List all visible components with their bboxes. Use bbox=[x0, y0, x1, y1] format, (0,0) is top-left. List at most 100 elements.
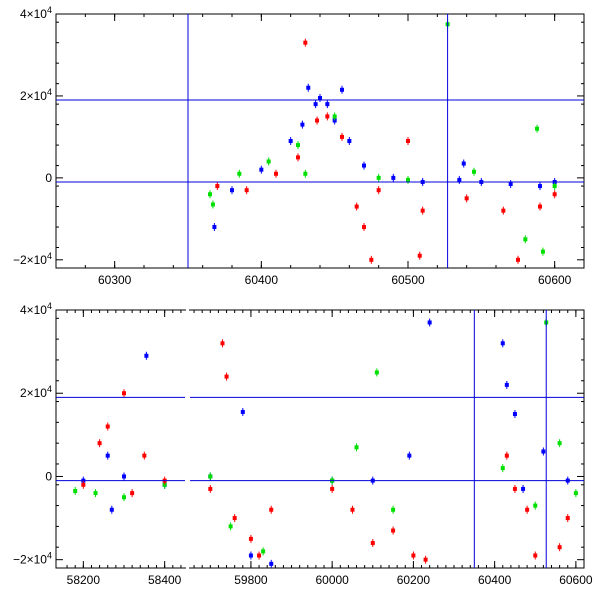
data-point bbox=[374, 370, 379, 375]
data-point bbox=[376, 188, 381, 193]
y-tick-label: −2×104 bbox=[13, 551, 52, 567]
data-point bbox=[248, 536, 253, 541]
data-point bbox=[296, 143, 300, 148]
x-tick-label: 60600 bbox=[538, 273, 572, 287]
data-point bbox=[122, 474, 126, 479]
data-point bbox=[362, 225, 366, 230]
data-point bbox=[464, 196, 469, 201]
x-tick-label: 60300 bbox=[98, 273, 132, 287]
data-point bbox=[73, 489, 78, 494]
data-point bbox=[232, 516, 237, 521]
data-point bbox=[210, 202, 215, 207]
data-point bbox=[406, 177, 410, 182]
data-point bbox=[240, 409, 245, 414]
x-tick-label: 60400 bbox=[245, 273, 279, 287]
data-point bbox=[248, 553, 253, 558]
data-point bbox=[552, 192, 557, 197]
bottom-scatter-panel: −2×104 0 2×104 4×104 58200 58400 59800 60000 602… bbox=[13, 301, 593, 587]
x-tick-label: 60200 bbox=[397, 573, 431, 587]
x-tick-label: 58200 bbox=[67, 573, 101, 587]
data-point bbox=[354, 445, 359, 450]
data-point bbox=[362, 163, 366, 168]
data-point bbox=[541, 449, 546, 454]
data-point bbox=[573, 491, 578, 496]
data-point bbox=[330, 486, 335, 491]
y-tick-label: 0 bbox=[45, 171, 52, 185]
data-point bbox=[391, 528, 396, 533]
data-point bbox=[228, 524, 233, 529]
data-point bbox=[261, 549, 266, 554]
data-point bbox=[318, 95, 322, 100]
data-point bbox=[332, 118, 337, 123]
y-tick-label: 4×104 bbox=[20, 301, 52, 317]
data-point bbox=[105, 453, 110, 458]
data-point bbox=[391, 507, 396, 512]
data-point bbox=[370, 541, 375, 546]
data-point bbox=[313, 102, 318, 107]
y-tick-label: −2×104 bbox=[13, 251, 52, 267]
y-tick-label: 2×104 bbox=[20, 384, 52, 400]
data-point bbox=[369, 257, 374, 262]
data-point bbox=[523, 237, 528, 242]
y-tick-label: 0 bbox=[45, 469, 52, 483]
data-point bbox=[130, 491, 135, 496]
data-point bbox=[538, 184, 542, 189]
data-point bbox=[224, 374, 229, 379]
data-point bbox=[512, 412, 517, 417]
data-point bbox=[535, 126, 540, 131]
data-point bbox=[303, 40, 308, 45]
data-point bbox=[208, 486, 213, 491]
data-point bbox=[122, 495, 126, 500]
data-point bbox=[457, 177, 462, 182]
data-point bbox=[565, 516, 570, 521]
data-point bbox=[423, 557, 428, 562]
data-point bbox=[420, 208, 425, 213]
data-point bbox=[81, 482, 86, 487]
data-point bbox=[512, 486, 517, 491]
data-point bbox=[208, 192, 212, 197]
data-point bbox=[347, 139, 352, 143]
data-point bbox=[350, 507, 355, 512]
x-tick-label: 59800 bbox=[234, 573, 268, 587]
data-point bbox=[266, 159, 271, 164]
data-point bbox=[407, 453, 412, 458]
data-point bbox=[406, 139, 410, 143]
data-point bbox=[244, 188, 249, 193]
data-point bbox=[109, 507, 114, 512]
y-tick-label: 2×104 bbox=[20, 87, 52, 103]
y-tick-label: 4×104 bbox=[20, 5, 52, 21]
data-point bbox=[500, 466, 505, 471]
data-point bbox=[220, 341, 225, 346]
data-point bbox=[97, 441, 102, 446]
data-point bbox=[288, 139, 293, 143]
data-point bbox=[501, 208, 506, 213]
data-point bbox=[508, 182, 513, 187]
data-point bbox=[504, 453, 509, 458]
data-point bbox=[303, 171, 308, 176]
x-tick-label: 58400 bbox=[148, 573, 182, 587]
data-point bbox=[557, 441, 562, 446]
data-point bbox=[306, 85, 311, 90]
data-point bbox=[521, 486, 526, 491]
data-point bbox=[257, 553, 262, 558]
plot-frame bbox=[55, 13, 585, 269]
data-point bbox=[325, 114, 330, 119]
axis-break-gap bbox=[186, 567, 189, 570]
data-point bbox=[315, 118, 320, 123]
data-point bbox=[533, 503, 538, 508]
x-tick-label: 60600 bbox=[559, 573, 593, 587]
data-point bbox=[325, 102, 330, 107]
data-point bbox=[354, 204, 359, 209]
data-point bbox=[417, 253, 422, 258]
data-point bbox=[105, 424, 110, 429]
x-tick-label: 60500 bbox=[391, 273, 425, 287]
data-point bbox=[411, 553, 416, 558]
data-point bbox=[538, 204, 542, 209]
axis-break-gap bbox=[186, 309, 189, 312]
data-point bbox=[500, 341, 505, 346]
data-point bbox=[237, 171, 242, 176]
data-point bbox=[461, 161, 466, 166]
data-point bbox=[300, 122, 305, 127]
data-point bbox=[142, 453, 147, 458]
